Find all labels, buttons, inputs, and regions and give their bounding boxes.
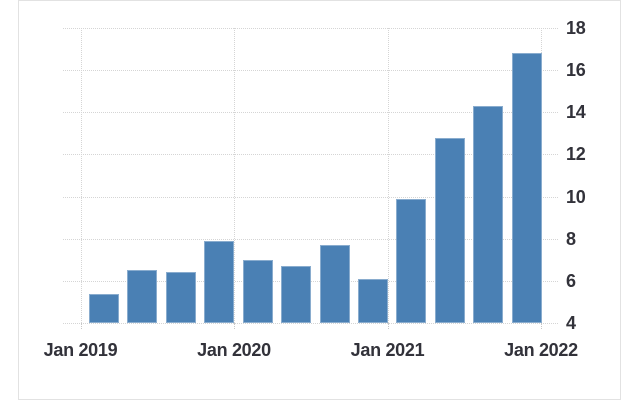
bar-2019-q4[interactable] xyxy=(204,240,235,323)
y-tick-label-16: 16 xyxy=(566,60,586,81)
bar-2020-q2[interactable] xyxy=(281,266,312,323)
bar-2020-q3[interactable] xyxy=(319,245,350,323)
y-tick-label-14: 14 xyxy=(566,102,586,123)
bar-2021-q1[interactable] xyxy=(396,198,427,323)
gridline-x-jan-2021 xyxy=(387,28,389,323)
bar-2021-q3[interactable] xyxy=(473,105,504,323)
gridline-y-4 xyxy=(63,323,558,324)
y-tick-label-12: 12 xyxy=(566,144,586,165)
gridline-y-18 xyxy=(63,28,558,29)
y-tick-label-4: 4 xyxy=(566,313,576,333)
bar-2021-q2[interactable] xyxy=(434,137,465,323)
bar-2020-q1[interactable] xyxy=(242,259,273,323)
gridline-y-16 xyxy=(63,70,558,72)
gridline-x-jan-2019 xyxy=(80,28,82,323)
gridline-x-jan-2020 xyxy=(234,28,235,323)
bar-2021-q4[interactable] xyxy=(511,53,542,323)
bar-2019-q3[interactable] xyxy=(165,272,196,323)
x-tick-mark xyxy=(234,323,235,329)
x-tick-label-jan-2021: Jan 2021 xyxy=(350,340,425,360)
x-tick-label-jan-2019: Jan 2019 xyxy=(43,340,118,360)
y-tick-label-8: 8 xyxy=(566,228,576,249)
y-tick-label-18: 18 xyxy=(566,18,586,38)
x-tick-mark xyxy=(387,323,389,329)
bar-2019-q2[interactable] xyxy=(127,270,158,323)
y-tick-label-10: 10 xyxy=(566,186,586,207)
gridline-y-10 xyxy=(63,196,558,198)
bar-2020-q4[interactable] xyxy=(357,278,388,323)
x-tick-mark xyxy=(80,323,82,329)
gridline-y-8 xyxy=(63,238,558,240)
y-tick-label-6: 6 xyxy=(566,270,576,291)
x-tick-label-jan-2022: Jan 2022 xyxy=(504,340,578,360)
gridline-y-12 xyxy=(63,154,558,156)
x-tick-label-jan-2020: Jan 2020 xyxy=(197,340,271,360)
x-tick-mark xyxy=(541,323,542,329)
bar-2019-q1[interactable] xyxy=(89,293,119,323)
gridline-y-14 xyxy=(63,112,558,114)
